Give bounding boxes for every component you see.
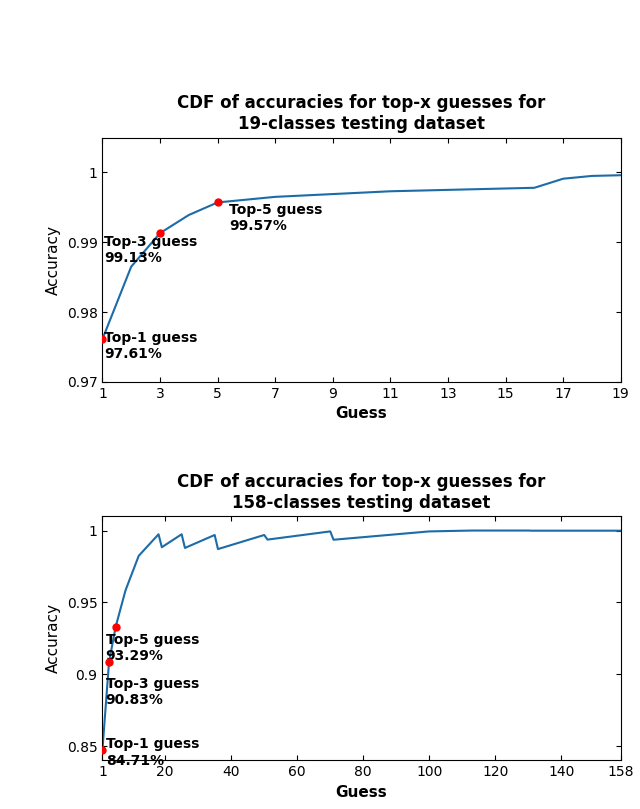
Y-axis label: Accuracy: Accuracy — [46, 225, 61, 294]
X-axis label: Guess: Guess — [336, 406, 387, 421]
Text: Top-1 guess
84.71%: Top-1 guess 84.71% — [106, 738, 199, 768]
X-axis label: Guess: Guess — [336, 785, 387, 800]
Title: CDF of accuracies for top-x guesses for
158-classes testing dataset: CDF of accuracies for top-x guesses for … — [177, 473, 546, 512]
Text: Top-5 guess
93.29%: Top-5 guess 93.29% — [106, 633, 199, 663]
Text: Top-3 guess
99.13%: Top-3 guess 99.13% — [104, 235, 197, 265]
Text: Top-3 guess
90.83%: Top-3 guess 90.83% — [106, 677, 199, 707]
Title: CDF of accuracies for top-x guesses for
19-classes testing dataset: CDF of accuracies for top-x guesses for … — [177, 95, 546, 133]
Text: Top-1 guess
97.61%: Top-1 guess 97.61% — [104, 331, 197, 361]
Y-axis label: Accuracy: Accuracy — [46, 604, 61, 673]
Text: Top-5 guess
99.57%: Top-5 guess 99.57% — [229, 203, 323, 233]
